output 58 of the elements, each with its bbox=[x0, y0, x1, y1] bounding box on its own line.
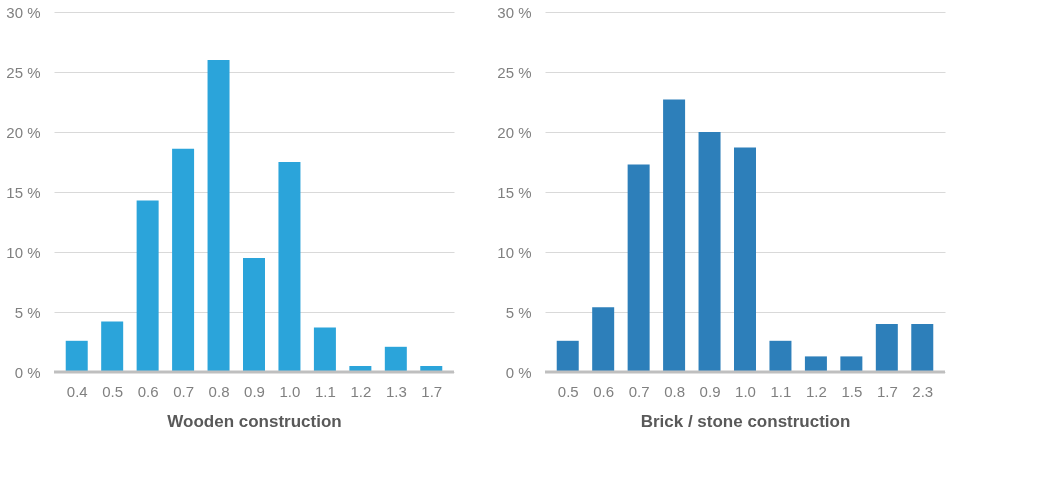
y-tick-label: 30 % bbox=[497, 3, 532, 21]
x-tick-label: 0.6 bbox=[137, 382, 159, 400]
y-tick-label: 5 % bbox=[505, 303, 532, 321]
y-tick-label: 10 % bbox=[497, 243, 532, 261]
bar bbox=[136, 200, 159, 372]
bar bbox=[65, 340, 88, 372]
y-tick-label: 30 % bbox=[6, 3, 41, 21]
y-tick-label: 15 % bbox=[497, 183, 532, 201]
x-tick-label: 1.2 bbox=[805, 382, 827, 400]
x-tick-label: 1.2 bbox=[350, 382, 372, 400]
bar bbox=[875, 324, 898, 372]
x-tick-label: 0.7 bbox=[628, 382, 650, 400]
bar bbox=[207, 60, 230, 372]
x-tick-label: 0.7 bbox=[173, 382, 195, 400]
x-axis-title: Brick / stone construction bbox=[640, 411, 851, 431]
bar bbox=[734, 147, 756, 372]
x-tick-label: 0.8 bbox=[208, 382, 230, 400]
bar bbox=[698, 132, 721, 372]
y-tick-label: 0 % bbox=[14, 363, 41, 381]
bar bbox=[384, 346, 407, 372]
bar bbox=[243, 258, 265, 372]
x-tick-label: 1.0 bbox=[735, 382, 756, 400]
y-tick-label: 20 % bbox=[6, 123, 41, 141]
bar bbox=[911, 324, 934, 372]
y-tick-label: 0 % bbox=[505, 363, 532, 381]
x-tick-label: 0.8 bbox=[664, 382, 686, 400]
x-tick-label: 0.6 bbox=[593, 382, 615, 400]
x-tick-label: 1.5 bbox=[841, 382, 863, 400]
y-tick-label: 10 % bbox=[6, 243, 41, 261]
y-tick-label: 15 % bbox=[6, 183, 41, 201]
y-tick-label: 25 % bbox=[497, 63, 532, 81]
bar bbox=[278, 162, 301, 372]
x-tick-label: 1.1 bbox=[770, 382, 792, 400]
x-tick-label: 0.4 bbox=[66, 382, 88, 400]
y-tick-label: 25 % bbox=[6, 63, 41, 81]
x-tick-label: 1.1 bbox=[314, 382, 336, 400]
bar bbox=[101, 321, 124, 372]
x-axis-title: Wooden construction bbox=[167, 411, 342, 431]
bar bbox=[592, 307, 615, 372]
bar bbox=[172, 148, 195, 372]
bar bbox=[627, 164, 650, 372]
bar bbox=[769, 340, 792, 372]
x-tick-label: 1.7 bbox=[876, 382, 898, 400]
bar bbox=[556, 340, 579, 372]
bar bbox=[804, 356, 827, 372]
x-tick-label: 0.5 bbox=[102, 382, 124, 400]
y-tick-label: 20 % bbox=[497, 123, 532, 141]
bar bbox=[663, 99, 686, 372]
bar bbox=[840, 356, 863, 372]
x-tick-label: 2.3 bbox=[912, 382, 934, 400]
x-tick-label: 0.5 bbox=[557, 382, 579, 400]
x-tick-label: 1.3 bbox=[385, 382, 407, 400]
x-tick-label: 1.0 bbox=[279, 382, 301, 400]
x-tick-label: 0.9 bbox=[699, 382, 721, 400]
x-tick-label: 0.9 bbox=[244, 382, 265, 400]
bar bbox=[313, 327, 336, 372]
x-tick-label: 1.7 bbox=[421, 382, 443, 400]
y-tick-label: 5 % bbox=[14, 303, 41, 321]
